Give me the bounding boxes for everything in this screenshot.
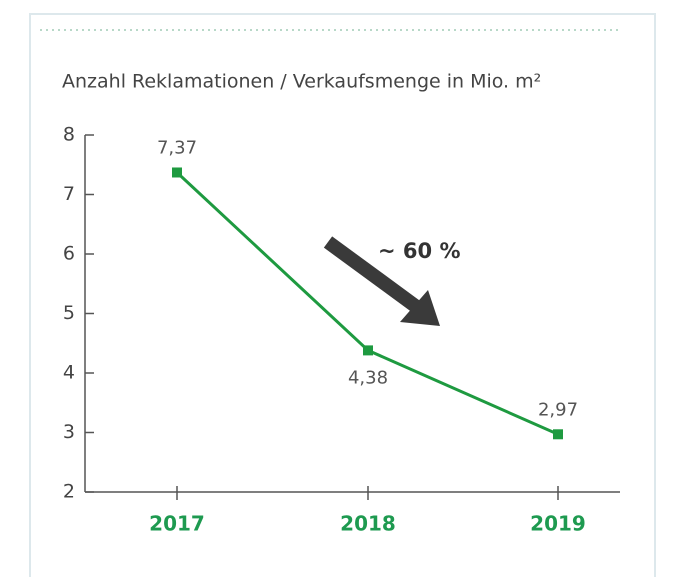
y-tick-label: 4: [63, 362, 75, 384]
arrow-head: [400, 290, 440, 326]
value-label: 2,97: [538, 399, 578, 420]
value-label: 4,38: [348, 367, 388, 388]
arrow-shaft: [323, 236, 423, 314]
y-tick-label: 7: [63, 183, 75, 205]
chart-title: Anzahl Reklamationen / Verkaufsmenge in …: [62, 71, 541, 93]
y-tick-label: 3: [63, 421, 75, 443]
x-tick-label: 2019: [530, 512, 586, 536]
annotation: ~ 60 %: [378, 239, 460, 263]
y-tick-label: 2: [63, 481, 75, 503]
panel: [29, 13, 656, 581]
y-tick-label: 5: [63, 302, 75, 324]
y-tick-label: 6: [63, 243, 75, 265]
x-tick-label: 2017: [149, 512, 205, 536]
y-tick-label: 8: [63, 124, 75, 146]
x-tick-label: 2018: [340, 512, 396, 536]
value-label: 7,37: [157, 137, 197, 158]
data-point: [553, 429, 563, 440]
data-point: [363, 345, 373, 356]
data-point: [172, 167, 182, 178]
